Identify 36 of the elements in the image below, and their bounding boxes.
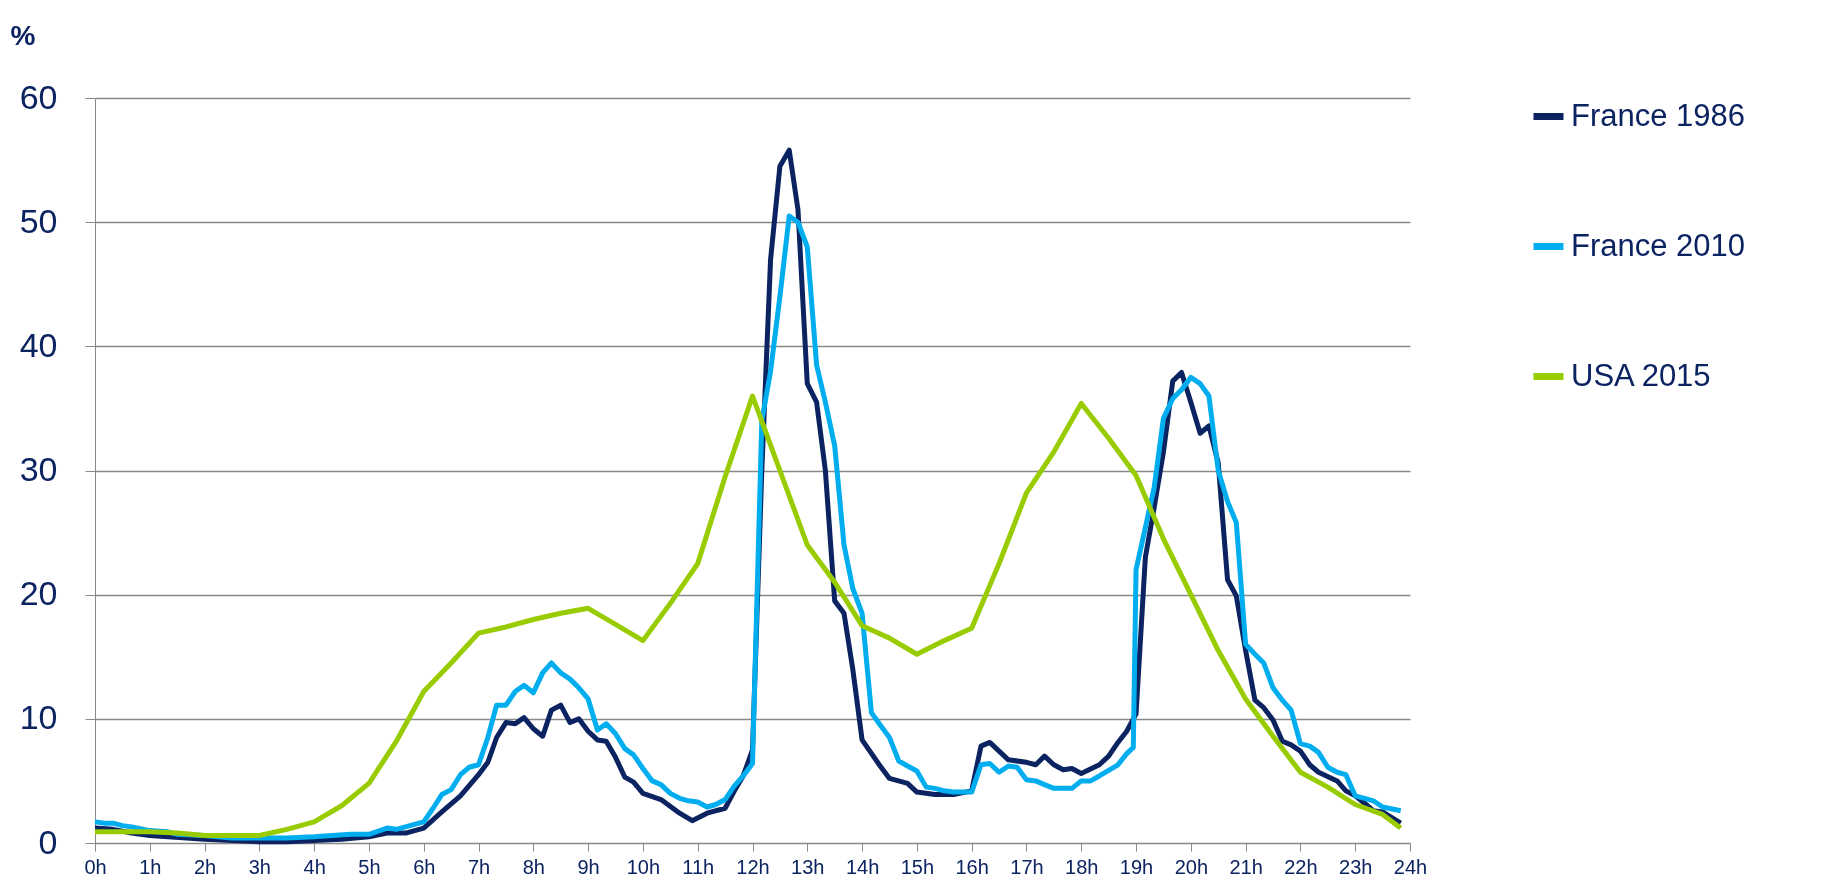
x-tick-label: 16h [955, 855, 989, 878]
x-tick-label: 19h [1119, 855, 1154, 878]
x-tick-label: 15h [900, 855, 935, 878]
x-tick-label: 6h [413, 855, 436, 878]
x-tick-label: 9h [577, 855, 600, 878]
legend-label: France 2010 [1571, 227, 1746, 263]
x-tick-label: 10h [626, 855, 661, 878]
y-tick-label: 10 [19, 698, 58, 737]
x-tick-label: 17h [1010, 855, 1044, 878]
x-tick-label: 23h [1339, 855, 1373, 878]
legend-label: USA 2015 [1571, 357, 1711, 393]
x-tick-label: 8h [522, 855, 545, 878]
x-tick-label: 22h [1284, 855, 1318, 878]
x-tick-label: 4h [303, 855, 326, 878]
y-axis-title: % [10, 19, 36, 51]
y-tick-label: 50 [19, 201, 58, 240]
x-tick-label: 5h [358, 855, 381, 878]
x-tick-label: 24h [1393, 855, 1428, 878]
x-tick-label: 11h [682, 855, 715, 878]
x-tick-label: 3h [248, 855, 271, 878]
y-tick-label: 60 [19, 77, 58, 116]
y-tick-label: 20 [19, 574, 58, 613]
x-tick-label: 2h [193, 855, 217, 878]
x-tick-label: 18h [1065, 855, 1099, 878]
x-tick-label: 21h [1229, 855, 1263, 878]
x-tick-label: 13h [791, 855, 825, 878]
x-tick-label: 20h [1174, 855, 1209, 878]
y-tick-label: 0 [38, 822, 58, 861]
x-tick-label: 7h [467, 855, 491, 878]
x-tick-label: 12h [736, 855, 770, 878]
x-tick-label: 14h [845, 855, 880, 878]
x-tick-label: 0h [84, 855, 107, 878]
y-tick-label: 30 [19, 450, 58, 488]
y-tick-label: 40 [19, 325, 58, 364]
legend-label: France 1986 [1571, 97, 1746, 133]
x-tick-label: 1h [139, 855, 162, 878]
